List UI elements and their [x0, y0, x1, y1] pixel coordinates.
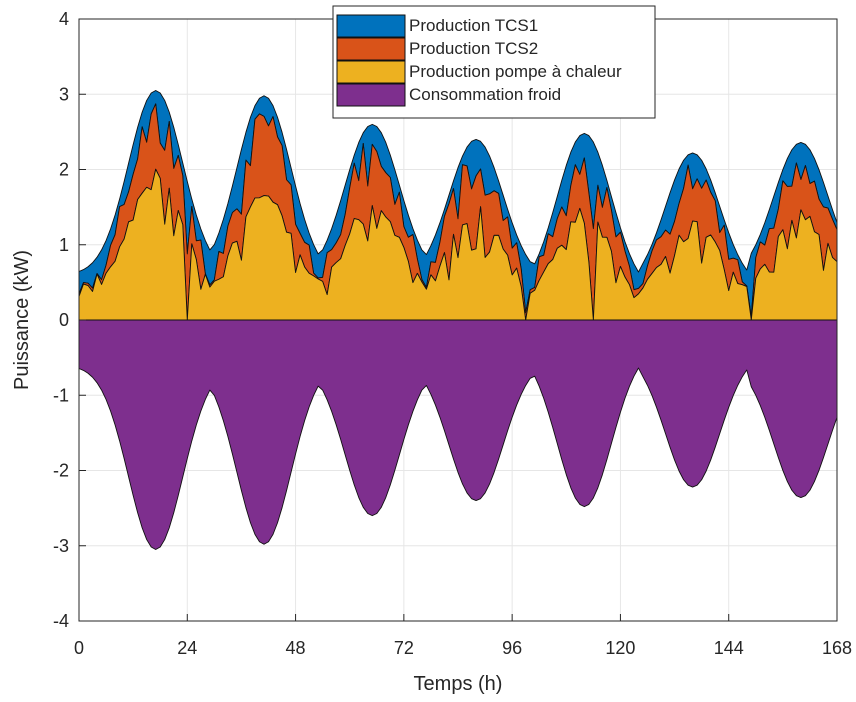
y-tick-label: -2 [53, 461, 69, 481]
legend-swatch [336, 14, 406, 38]
x-ticks: 0 24 48 72 96 120 144 168 [74, 614, 852, 658]
x-axis-label: Temps (h) [414, 673, 503, 695]
legend-entry: Production pompe à chaleur [409, 62, 622, 81]
x-tick-label: 96 [502, 638, 522, 658]
legend-entry: Consommation froid [409, 85, 561, 104]
x-tick-label: 120 [605, 638, 635, 658]
areas [78, 90, 838, 550]
legend-entry: Production TCS2 [409, 39, 538, 58]
x-tick-label: 0 [74, 638, 84, 658]
x-tick-label: 144 [714, 638, 744, 658]
legend-entry: Production TCS1 [409, 16, 538, 35]
y-axis-label: Puissance (kW) [11, 250, 33, 390]
y-tick-label: -4 [53, 611, 69, 631]
legend-swatch [336, 83, 406, 107]
y-tick-label: 3 [59, 84, 69, 104]
x-tick-label: 72 [394, 638, 414, 658]
y-tick-label: 1 [59, 235, 69, 255]
y-tick-label: -1 [53, 385, 69, 405]
y-tick-label: -3 [53, 536, 69, 556]
y-tick-label: 0 [59, 310, 69, 330]
y-tick-label: 4 [59, 9, 69, 29]
x-tick-label: 168 [822, 638, 852, 658]
y-ticks: -4 -3 -2 -1 0 1 2 3 4 [53, 9, 86, 631]
y-tick-label: 2 [59, 160, 69, 180]
x-tick-label: 24 [177, 638, 197, 658]
legend-swatch [336, 60, 406, 84]
legend-swatch [336, 37, 406, 61]
x-tick-label: 48 [286, 638, 306, 658]
legend: Production TCS1 Production TCS2 Production… [332, 5, 656, 119]
